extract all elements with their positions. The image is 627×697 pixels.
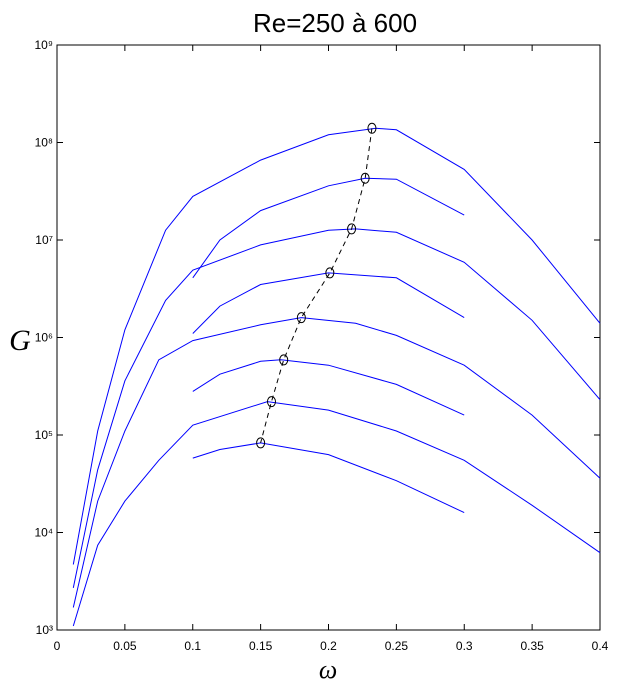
gain-curve — [192, 177, 465, 279]
x-axis-label: ω — [319, 655, 337, 684]
y-tick-label: 10⁵ — [35, 428, 53, 442]
optimum-marker — [266, 396, 276, 408]
y-tick-label: 10⁴ — [34, 526, 53, 540]
gain-curve — [72, 127, 601, 565]
gain-curve — [72, 228, 601, 589]
y-tick-label: 10³ — [36, 623, 53, 637]
optimum-line — [260, 128, 373, 444]
optimum-marker — [367, 122, 377, 134]
optimum-marker — [360, 172, 370, 184]
optimum-marker — [296, 312, 306, 324]
optimum-marker — [347, 223, 357, 235]
y-tick-label: 10⁶ — [35, 331, 53, 345]
x-tick-label: 0.25 — [385, 639, 409, 653]
x-tick-label: 0.05 — [113, 639, 137, 653]
gain-curve — [72, 401, 601, 627]
x-tick-label: 0.2 — [320, 639, 337, 653]
x-tick-label: 0.3 — [456, 639, 473, 653]
x-tick-label: 0.1 — [184, 639, 201, 653]
plot-frame — [56, 44, 601, 631]
gain-curve — [192, 442, 465, 514]
y-tick-label: 10⁹ — [35, 38, 54, 52]
y-axis-label: G — [9, 324, 31, 357]
y-tick-label: 10⁷ — [35, 233, 53, 247]
x-tick-label: 0.35 — [520, 639, 544, 653]
optimum-marker — [279, 354, 289, 366]
gain-curve — [192, 359, 465, 416]
x-tick-label: 0 — [54, 639, 61, 653]
gain-curve — [192, 272, 465, 334]
optimum-marker — [256, 437, 266, 449]
x-tick-label: 0.4 — [592, 639, 609, 653]
gain-curve — [72, 317, 601, 608]
y-tick-label: 10⁸ — [35, 136, 53, 150]
x-tick-label: 0.15 — [249, 639, 273, 653]
optimum-marker — [325, 267, 335, 279]
chart-title: Re=250 à 600 — [253, 8, 417, 38]
